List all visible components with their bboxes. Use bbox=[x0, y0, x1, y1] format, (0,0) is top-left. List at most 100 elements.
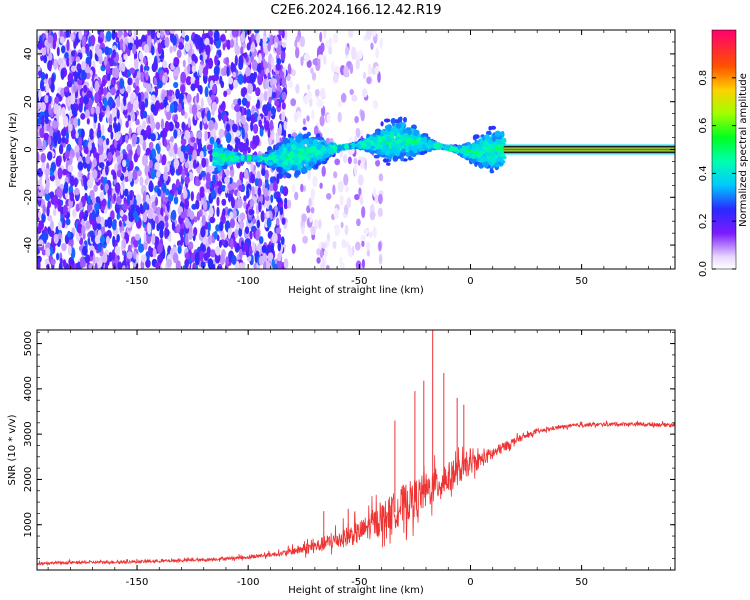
heatmap-cell bbox=[189, 210, 195, 220]
heatmap-cell bbox=[142, 140, 147, 151]
heatmap-cell bbox=[94, 92, 100, 104]
heatmap-cell bbox=[343, 173, 349, 186]
heatmap-cell bbox=[272, 84, 276, 94]
heatmap-cell bbox=[399, 151, 407, 157]
heatmap-cell bbox=[255, 229, 260, 241]
heatmap-cell bbox=[87, 98, 93, 108]
heatmap-cell bbox=[195, 199, 200, 210]
heatmap-cell bbox=[158, 220, 165, 231]
heatmap-cell bbox=[79, 256, 85, 269]
heatmap-cell bbox=[378, 173, 384, 182]
heatmap-cell bbox=[198, 209, 203, 217]
heatmap-cell bbox=[50, 258, 56, 266]
heatmap-cell bbox=[138, 243, 144, 253]
heatmap-cell bbox=[310, 207, 315, 214]
heatmap-cell bbox=[139, 134, 144, 146]
heatmap-cell bbox=[199, 150, 204, 160]
heatmap-cell bbox=[138, 51, 144, 61]
heatmap-cell bbox=[114, 182, 121, 194]
heatmap-cell bbox=[193, 227, 198, 237]
heatmap-cell bbox=[82, 245, 88, 256]
heatmap-cell bbox=[225, 56, 230, 66]
heatmap-cell bbox=[362, 88, 368, 98]
heatmap-cell bbox=[374, 194, 379, 204]
heatmap-cell bbox=[139, 203, 143, 213]
heatmap-cell bbox=[281, 77, 286, 87]
heatmap-cell bbox=[270, 243, 274, 254]
heatmap-cell bbox=[120, 230, 125, 239]
heatmap-cell bbox=[173, 81, 179, 89]
heatmap-cell bbox=[68, 123, 73, 132]
heatmap-cell bbox=[116, 89, 120, 97]
heatmap-cell bbox=[125, 120, 129, 128]
heatmap-cell bbox=[123, 94, 127, 107]
heatmap-cell bbox=[283, 120, 287, 131]
heatmap-cell bbox=[89, 128, 94, 138]
heatmap-cell bbox=[484, 134, 490, 141]
heatmap-cell bbox=[266, 260, 270, 269]
heatmap-cell bbox=[42, 231, 49, 241]
heatmap-cell bbox=[275, 217, 280, 226]
heatmap-cell bbox=[379, 37, 383, 49]
heatmap-cell bbox=[281, 91, 287, 101]
heatmap-cell bbox=[377, 71, 381, 83]
heatmap-cell bbox=[126, 50, 131, 57]
heatmap-cell bbox=[81, 46, 86, 54]
heatmap-cell bbox=[147, 30, 151, 36]
heatmap-cell bbox=[84, 146, 89, 155]
heatmap-cell bbox=[350, 46, 357, 59]
heatmap-cell bbox=[114, 32, 118, 39]
heatmap-cell bbox=[127, 77, 131, 85]
heatmap-cell bbox=[349, 249, 353, 258]
heatmap-cell bbox=[74, 187, 80, 196]
heatmap-cell bbox=[203, 115, 208, 125]
heatmap-cell bbox=[291, 243, 296, 254]
heatmap-cell bbox=[340, 92, 347, 103]
heatmap-cell bbox=[184, 42, 191, 53]
heatmap-cell bbox=[46, 205, 50, 217]
heatmap-cell bbox=[94, 80, 100, 93]
heatmap-cell bbox=[301, 213, 307, 223]
heatmap-cell bbox=[97, 122, 101, 134]
heatmap-cell bbox=[53, 233, 59, 244]
heatmap-cell bbox=[97, 137, 104, 146]
heatmap-cell bbox=[168, 193, 174, 202]
heatmap-cell bbox=[41, 162, 46, 172]
heatmap-cell bbox=[250, 121, 254, 132]
heatmap-cell bbox=[133, 239, 139, 248]
heatmap-cell bbox=[108, 251, 113, 262]
heatmap-cell bbox=[116, 96, 121, 107]
heatmap-cell bbox=[223, 90, 228, 98]
heatmap-cell bbox=[344, 46, 350, 56]
heatmap-cell bbox=[255, 87, 261, 97]
heatmap-cell bbox=[100, 183, 104, 191]
heatmap-cell bbox=[184, 218, 190, 229]
heatmap-cell bbox=[220, 34, 226, 42]
heatmap-cell bbox=[306, 59, 312, 68]
heatmap-cell bbox=[179, 151, 184, 163]
heatmap-cell bbox=[229, 177, 233, 185]
heatmap-cell bbox=[267, 252, 274, 262]
heatmap-cell bbox=[269, 176, 275, 184]
heatmap-cell bbox=[323, 249, 328, 257]
heatmap-cell bbox=[49, 191, 55, 199]
heatmap-cell bbox=[272, 78, 277, 85]
heatmap-cell bbox=[207, 235, 213, 245]
heatmap-cell bbox=[326, 264, 330, 269]
heatmap-cell bbox=[300, 56, 304, 67]
heatmap-cell bbox=[57, 220, 62, 231]
heatmap-cell bbox=[43, 132, 50, 141]
heatmap-cell bbox=[226, 66, 230, 77]
heatmap-cell bbox=[224, 263, 229, 269]
heatmap-cell bbox=[332, 241, 337, 249]
heatmap-cell bbox=[121, 134, 126, 143]
heatmap-cell bbox=[258, 236, 264, 245]
heatmap-cell bbox=[67, 73, 74, 83]
heatmap-cell bbox=[75, 56, 81, 63]
heatmap-cell bbox=[118, 220, 122, 228]
heatmap-cell bbox=[37, 151, 40, 163]
heatmap-cell bbox=[140, 71, 145, 83]
heatmap-cell bbox=[295, 83, 300, 94]
heatmap-cell bbox=[275, 63, 281, 71]
heatmap-cell bbox=[205, 180, 210, 190]
